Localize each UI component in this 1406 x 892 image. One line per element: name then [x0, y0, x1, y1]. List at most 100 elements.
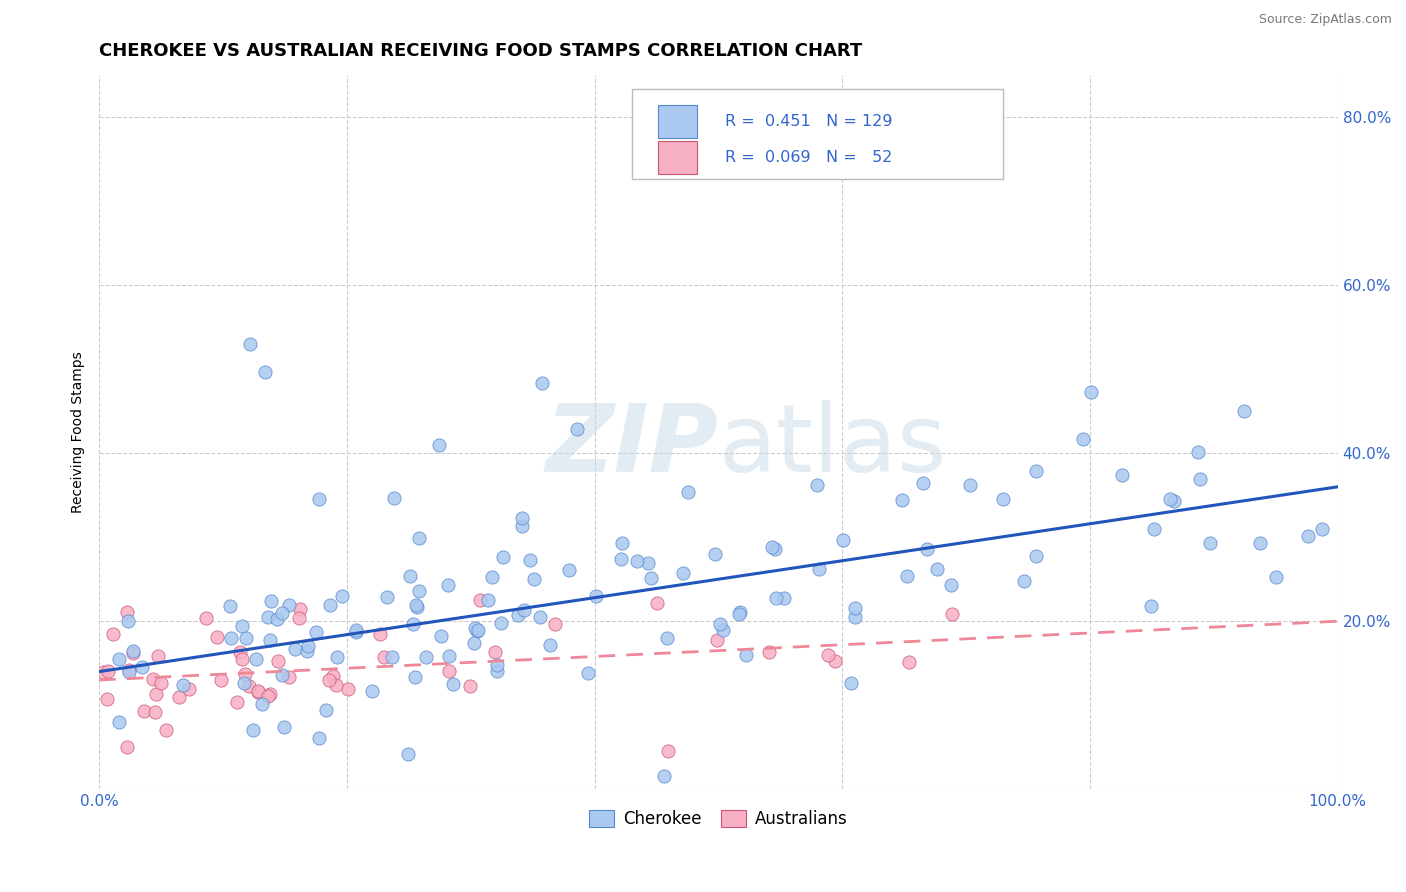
Point — [96, 691, 118, 706]
Point — [510, 510, 533, 524]
Point — [758, 645, 780, 659]
Point — [645, 596, 668, 610]
Point — [143, 706, 166, 720]
Point — [486, 657, 509, 672]
Point — [266, 612, 288, 626]
Point — [1012, 574, 1035, 588]
Point — [415, 649, 437, 664]
Point — [231, 619, 253, 633]
Point — [991, 491, 1014, 506]
Point — [273, 720, 295, 734]
Point — [278, 670, 301, 684]
Text: CHEROKEE VS AUSTRALIAN RECEIVING FOOD STAMPS CORRELATION CHART: CHEROKEE VS AUSTRALIAN RECEIVING FOOD ST… — [100, 42, 862, 60]
Point — [464, 621, 486, 635]
Point — [288, 602, 311, 616]
Point — [728, 605, 751, 619]
Text: Source: ZipAtlas.com: Source: ZipAtlas.com — [1258, 13, 1392, 27]
Point — [336, 682, 359, 697]
FancyBboxPatch shape — [631, 89, 1004, 178]
Point — [706, 633, 728, 648]
Point — [492, 549, 515, 564]
Point — [959, 477, 981, 491]
Point — [305, 624, 328, 639]
Point — [565, 422, 588, 436]
Point — [465, 624, 488, 638]
Point — [806, 477, 828, 491]
Point — [765, 591, 787, 605]
Point — [529, 610, 551, 624]
Text: R =  0.451   N = 129: R = 0.451 N = 129 — [724, 114, 891, 129]
Point — [295, 643, 318, 657]
Point — [808, 562, 831, 576]
Point — [824, 654, 846, 668]
Point — [121, 644, 143, 658]
Point — [330, 589, 353, 603]
Point — [897, 656, 920, 670]
Point — [103, 626, 125, 640]
FancyBboxPatch shape — [658, 105, 697, 138]
Point — [278, 598, 301, 612]
Point — [772, 591, 794, 606]
Point — [463, 636, 485, 650]
Point — [637, 556, 659, 570]
Point — [1187, 445, 1209, 459]
Point — [226, 695, 249, 709]
Point — [118, 665, 141, 679]
Point — [361, 684, 384, 698]
Point — [117, 740, 139, 755]
Text: atlas: atlas — [718, 401, 946, 492]
Point — [513, 602, 536, 616]
Point — [430, 629, 453, 643]
Point — [271, 668, 294, 682]
Point — [1159, 491, 1181, 506]
Point — [344, 623, 367, 637]
Point — [1071, 432, 1094, 446]
Point — [832, 533, 855, 548]
Point — [257, 609, 280, 624]
Point — [841, 675, 863, 690]
Point — [441, 677, 464, 691]
Point — [408, 531, 430, 545]
Point — [115, 605, 138, 619]
Point — [1140, 599, 1163, 614]
Point — [510, 519, 533, 533]
Point — [917, 542, 939, 557]
Point — [672, 566, 695, 580]
Point — [709, 616, 731, 631]
Point — [427, 438, 450, 452]
Point — [145, 687, 167, 701]
Point — [325, 678, 347, 692]
Point — [117, 614, 139, 628]
Point — [727, 607, 749, 622]
Point — [283, 642, 305, 657]
Point — [91, 665, 114, 679]
Point — [711, 623, 734, 637]
Point — [939, 577, 962, 591]
Point — [1189, 472, 1212, 486]
FancyBboxPatch shape — [658, 141, 697, 174]
Point — [142, 672, 165, 686]
Point — [735, 648, 758, 662]
Point — [844, 600, 866, 615]
Point — [941, 607, 963, 622]
Point — [108, 714, 131, 729]
Point — [257, 689, 280, 703]
Point — [481, 569, 503, 583]
Point — [318, 673, 340, 688]
Point — [1310, 522, 1333, 536]
Point — [655, 632, 678, 646]
Point — [326, 650, 349, 665]
Legend: Cherokee, Australians: Cherokee, Australians — [582, 803, 853, 834]
Point — [235, 632, 257, 646]
Point — [121, 646, 143, 660]
Point — [640, 571, 662, 585]
Point — [219, 599, 242, 613]
Point — [484, 645, 506, 659]
Point — [308, 731, 330, 745]
Point — [844, 610, 866, 624]
Point — [890, 492, 912, 507]
Point — [267, 654, 290, 668]
Point — [538, 638, 561, 652]
Point — [231, 652, 253, 666]
Point — [238, 337, 260, 351]
